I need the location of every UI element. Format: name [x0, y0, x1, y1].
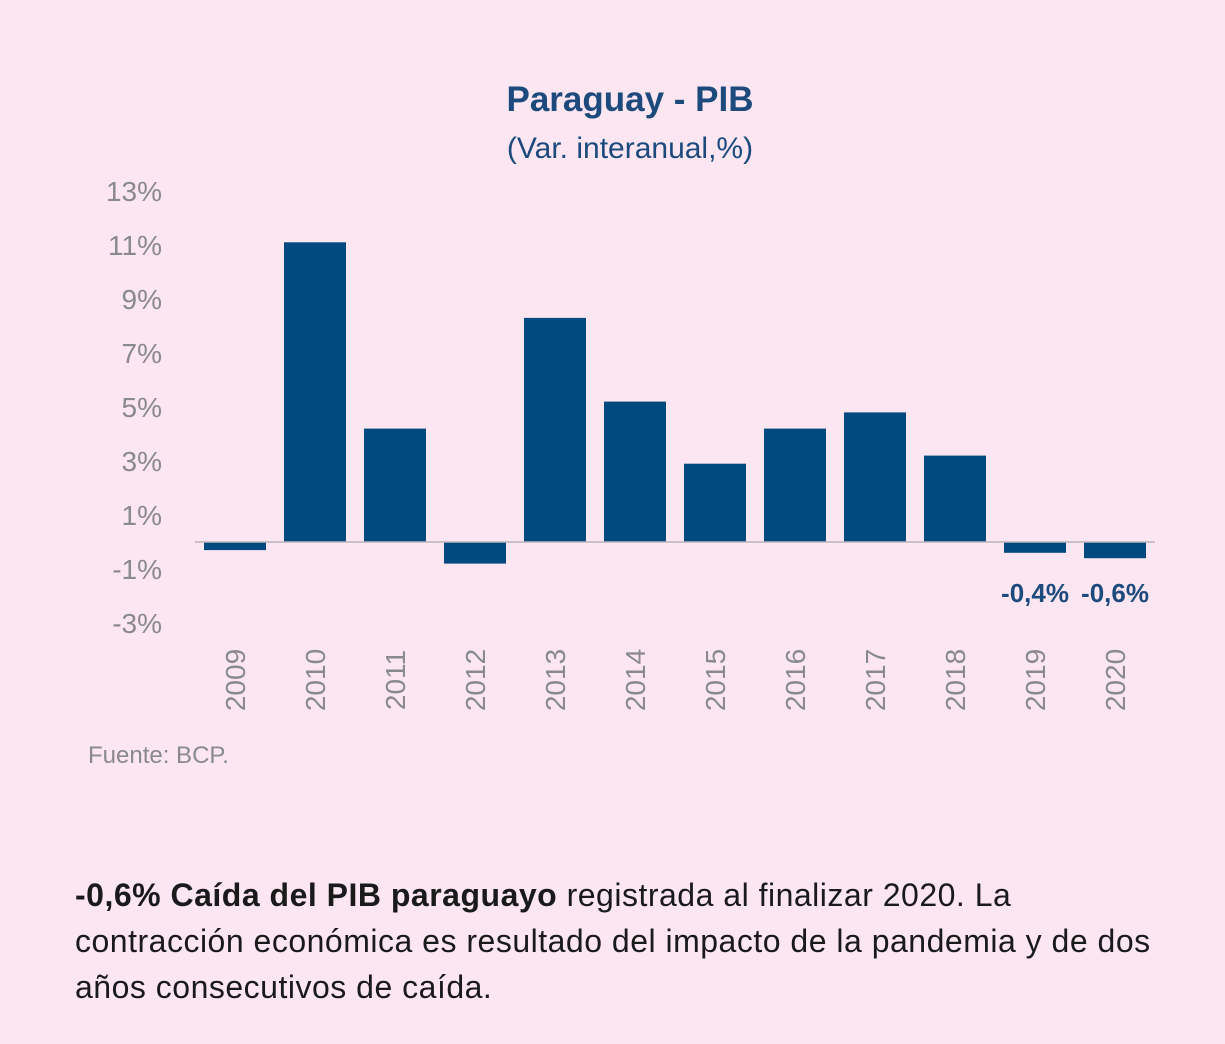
- bar: [1004, 542, 1066, 553]
- x-tick-label: 2015: [700, 649, 731, 711]
- caption-highlight: -0,6% Caída del PIB paraguayo: [75, 877, 558, 913]
- bar: [204, 542, 266, 551]
- x-tick-label: 2018: [940, 649, 971, 711]
- data-label: -0,6%: [1081, 578, 1149, 608]
- bar: [764, 428, 826, 542]
- bar: [604, 401, 666, 542]
- bar: [684, 463, 746, 542]
- chart-subtitle: (Var. interanual,%): [506, 132, 754, 165]
- chart-title: Paraguay - PIB: [506, 80, 754, 119]
- y-tick-label: -1%: [112, 554, 162, 585]
- x-tick-label: 2013: [540, 649, 571, 711]
- x-tick-label: 2016: [780, 649, 811, 711]
- caption-text: registrada al finalizar 2020. La contrac…: [75, 877, 1151, 1005]
- y-tick-label: 1%: [122, 500, 162, 531]
- y-tick-label: 3%: [122, 446, 162, 477]
- data-label: -0,4%: [1001, 578, 1069, 608]
- y-tick-label: 11%: [108, 230, 162, 261]
- x-tick-label: 2019: [1020, 649, 1051, 711]
- x-tick-label: 2020: [1100, 649, 1131, 711]
- source-note: Fuente: BCP.: [88, 742, 229, 769]
- y-tick-label: 7%: [122, 338, 162, 369]
- y-tick-label: 5%: [122, 392, 162, 423]
- x-tick-label: 2012: [460, 649, 491, 711]
- y-tick-label: 13%: [106, 176, 162, 207]
- y-tick-label: 9%: [122, 284, 162, 315]
- x-tick-label: 2010: [300, 649, 331, 711]
- bar: [844, 412, 906, 542]
- x-tick-label: 2014: [620, 649, 651, 711]
- bar: [924, 455, 986, 542]
- bar: [1084, 542, 1146, 559]
- caption: -0,6% Caída del PIB paraguayo registrada…: [75, 872, 1175, 1010]
- bar: [444, 542, 506, 564]
- y-tick-label: -3%: [112, 608, 162, 639]
- x-tick-label: 2011: [380, 650, 411, 710]
- x-tick-label: 2017: [860, 649, 891, 711]
- bar: [364, 428, 426, 542]
- bar: [524, 317, 586, 542]
- x-tick-label: 2009: [220, 649, 251, 711]
- bar: [284, 242, 346, 543]
